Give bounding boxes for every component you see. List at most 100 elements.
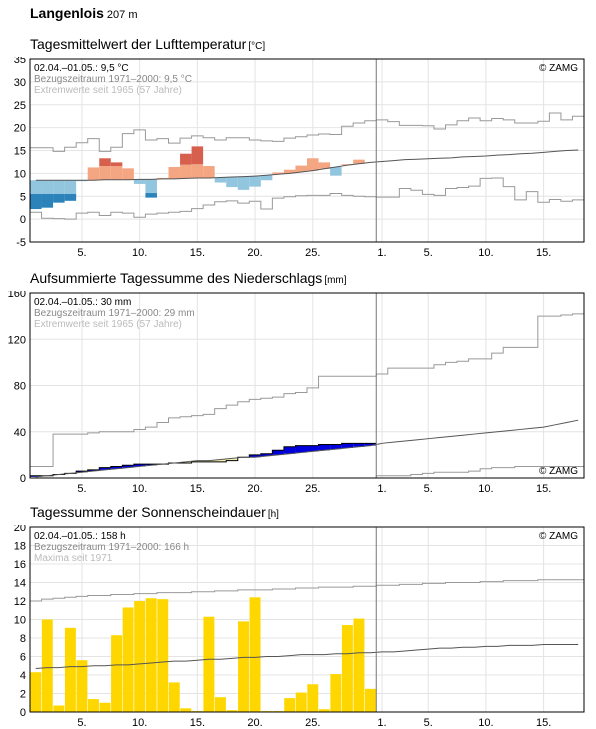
sunshine-bar	[249, 597, 261, 712]
y-tick-label: 40	[14, 427, 26, 439]
sunshine-bar	[307, 684, 319, 712]
y-tick-label: -5	[16, 237, 26, 249]
temp-bar-cold	[237, 176, 250, 190]
x-tick-label: 15.	[536, 483, 551, 495]
sunshine-bar	[353, 618, 365, 712]
temp-bar-warm	[307, 158, 319, 171]
precip-bar-deficit	[180, 461, 192, 463]
sunshine-bar	[330, 674, 342, 712]
temp-bar-cold	[330, 166, 342, 176]
temp-bar-cold	[145, 179, 157, 194]
precip-bar-surplus	[318, 444, 331, 451]
info-line-2: Bezugszeitraum 1971–2000: 166 h	[34, 542, 189, 553]
y-tick-label: 20	[14, 525, 26, 534]
sunshine-bar	[41, 619, 53, 712]
temperature-unit: [°C]	[248, 41, 266, 52]
x-tick-label: 15.	[190, 247, 205, 259]
temp-bar-cold-strong	[41, 193, 54, 208]
precipitation-unit: [mm]	[324, 275, 347, 286]
x-tick-label: 20.	[247, 483, 262, 495]
x-tick-label: 1.	[377, 717, 386, 729]
sunshine-bar	[145, 598, 157, 712]
temp-bar-warm	[122, 168, 134, 180]
temp-bar-warm	[318, 162, 331, 169]
precip-bar-surplus	[249, 454, 261, 458]
x-tick-label: 10.	[478, 717, 493, 729]
max-line	[30, 313, 584, 467]
y-tick-label: 35	[14, 57, 26, 66]
precip-bar-surplus	[122, 465, 134, 468]
y-tick-label: 15	[14, 146, 26, 158]
temperature-title-text: Tagesmittelwert der Lufttemperatur	[30, 36, 247, 52]
precip-bar-surplus	[307, 445, 319, 452]
precipitation-chart-title: Aufsummierte Tagessumme des Niederschlag…	[30, 270, 347, 286]
y-tick-label: 0	[20, 473, 26, 485]
sunshine-bar	[365, 688, 376, 712]
temp-bar-cold	[226, 177, 238, 188]
sunshine-bar	[284, 698, 296, 712]
sunshine-bar	[238, 621, 249, 712]
x-tick-label: 25.	[305, 717, 320, 729]
x-tick-label: 10.	[132, 717, 147, 729]
x-tick-label: 10.	[132, 483, 147, 495]
x-tick-label: 5.	[424, 483, 433, 495]
y-tick-label: 18	[14, 541, 26, 553]
precip-bar-surplus	[295, 445, 307, 453]
x-tick-label: 10.	[478, 247, 493, 259]
temp-bar-cold	[249, 176, 261, 187]
x-tick-label: 15.	[536, 717, 551, 729]
x-tick-label: 5.	[424, 247, 433, 259]
precip-sum-line	[30, 442, 377, 477]
precip-bar-surplus	[353, 443, 365, 447]
y-tick-label: 2	[20, 689, 26, 701]
temp-bar-warm-strong	[191, 146, 204, 165]
sunshine-bar	[53, 705, 65, 712]
mean-line	[35, 643, 579, 670]
copyright-label: © ZAMG	[539, 531, 578, 542]
temp-bar-cold	[214, 177, 227, 183]
temp-bar-warm	[353, 159, 365, 164]
sunshine-bar	[134, 601, 146, 712]
sunshine-chart: 0 2 4 6 8 10 12 14 16 18 20 5. 10. 15. 20. 25. 1. 5. 10. 15…	[14, 525, 585, 729]
sunshine-bar	[157, 599, 169, 712]
temp-bar-cold-strong	[53, 193, 65, 203]
sunshine-chart-title: Tagessumme der Sonnenscheindauer [h]	[30, 504, 279, 520]
info-line-3: Extremwerte seit 1965 (57 Jahre)	[34, 85, 182, 96]
sunshine-bar	[318, 709, 330, 712]
sunshine-bar	[341, 625, 353, 712]
temp-bar-cold-strong	[145, 193, 157, 198]
sunshine-bar	[203, 616, 215, 712]
sunshine-title-text: Tagessumme der Sonnenscheindauer	[30, 504, 266, 520]
precip-bar-surplus	[99, 467, 111, 470]
sunshine-bar	[295, 692, 307, 712]
info-line-3: Maxima seit 1971	[34, 553, 113, 564]
precip-bar-surplus	[133, 464, 146, 467]
x-tick-label: 10.	[478, 483, 493, 495]
x-tick-label: 1.	[377, 247, 386, 259]
info-line-1: 02.04.–01.05.: 158 h	[34, 531, 126, 542]
precipitation-chart: 0 40 80 120 160 5. 10. 15. 20. 25. 1. 5. 10. 15. 02.04…	[8, 291, 585, 495]
y-tick-label: 160	[8, 291, 26, 300]
sunshine-bar	[168, 682, 180, 712]
x-tick-label: 15.	[536, 247, 551, 259]
temp-bar-warm	[180, 164, 192, 179]
mean-line	[35, 149, 579, 181]
precip-bar-surplus	[341, 443, 354, 448]
precip-bar-surplus	[30, 475, 42, 477]
precip-bar-surplus	[272, 450, 284, 455]
y-tick-label: 0	[20, 214, 26, 226]
plot-frame	[29, 526, 585, 713]
info-line-2: Bezugszeitraum 1971–2000: 29 mm	[34, 308, 195, 319]
temp-bar-warm	[203, 166, 215, 178]
temp-bar-warm	[168, 166, 181, 179]
x-tick-label: 5.	[77, 717, 86, 729]
copyright-label: © ZAMG	[539, 466, 578, 477]
y-tick-label: 120	[8, 334, 26, 346]
sunshine-bar	[99, 702, 111, 712]
y-tick-label: 30	[14, 77, 26, 89]
max-line	[30, 112, 584, 152]
temp-bar-cold	[53, 180, 65, 194]
y-tick-label: 10	[14, 168, 26, 180]
info-line-3: Extremwerte seit 1965 (57 Jahre)	[34, 319, 182, 330]
x-tick-label: 5.	[77, 247, 86, 259]
